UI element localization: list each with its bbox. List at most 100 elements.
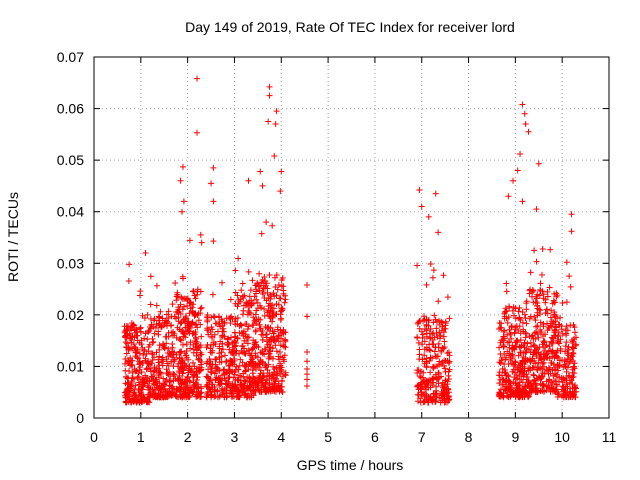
data-point [175, 386, 182, 393]
data-point [416, 373, 423, 380]
data-point [565, 372, 572, 379]
data-point [125, 277, 132, 284]
data-point [126, 389, 133, 396]
data-point [502, 377, 509, 384]
data-point [133, 367, 140, 374]
data-point [278, 377, 285, 384]
data-point [505, 314, 512, 321]
data-point [155, 320, 162, 327]
data-point [431, 312, 438, 319]
data-point [421, 397, 428, 404]
data-point [419, 335, 426, 342]
data-point [419, 341, 426, 348]
data-point [245, 177, 252, 184]
data-point [253, 290, 260, 297]
data-point [138, 341, 145, 348]
data-point [139, 312, 146, 319]
data-point [501, 361, 508, 368]
data-point [259, 374, 266, 381]
data-point [571, 360, 578, 367]
data-point [510, 379, 517, 386]
data-point [153, 282, 160, 289]
data-point [129, 333, 136, 340]
data-point [423, 316, 430, 323]
data-point [445, 372, 452, 379]
data-point [225, 378, 232, 385]
data-point [159, 356, 166, 363]
data-point [304, 281, 311, 288]
data-point [227, 357, 234, 364]
data-point [249, 277, 256, 284]
data-point [128, 339, 135, 346]
data-points [121, 75, 580, 406]
data-point [519, 198, 526, 205]
data-point [247, 287, 254, 294]
data-point [441, 338, 448, 345]
data-point [502, 305, 509, 312]
data-point [150, 338, 157, 345]
data-point [508, 335, 515, 342]
data-point [540, 321, 547, 328]
data-point [207, 361, 214, 368]
data-point [191, 313, 198, 320]
data-point [250, 392, 257, 399]
data-point [220, 367, 227, 374]
data-point [236, 350, 243, 357]
data-point [544, 320, 551, 327]
data-point [179, 341, 186, 348]
data-point [129, 369, 136, 376]
data-point [263, 334, 270, 341]
data-point [261, 295, 268, 302]
data-point [518, 376, 525, 383]
data-point [123, 373, 130, 380]
data-point [520, 341, 527, 348]
data-point [167, 373, 174, 380]
data-point [498, 320, 505, 327]
data-point [256, 270, 263, 277]
data-point [279, 389, 286, 396]
data-point [427, 394, 434, 401]
data-point [128, 324, 135, 331]
data-point [539, 360, 546, 367]
data-point [537, 376, 544, 383]
data-point [135, 386, 142, 393]
data-point [226, 366, 233, 373]
data-point [536, 354, 543, 361]
data-point [526, 315, 533, 322]
data-point [415, 339, 422, 346]
data-point [215, 375, 222, 382]
data-point [207, 368, 214, 375]
data-point [232, 315, 239, 322]
data-point [191, 331, 198, 338]
data-point [197, 231, 204, 238]
data-point [213, 356, 220, 363]
data-point [187, 305, 194, 312]
data-point [251, 293, 258, 300]
data-point [542, 331, 549, 338]
data-point [205, 331, 212, 338]
data-point [553, 386, 560, 393]
data-point [559, 300, 566, 307]
data-point [280, 328, 287, 335]
data-point [226, 346, 233, 353]
data-point [563, 299, 570, 306]
x-tick-label: 9 [511, 429, 519, 445]
data-point [153, 302, 160, 309]
data-point [267, 348, 274, 355]
data-point [227, 389, 234, 396]
data-point [198, 351, 205, 358]
data-point [427, 347, 434, 354]
data-point [264, 309, 271, 316]
data-point [523, 320, 530, 327]
data-point [252, 383, 259, 390]
data-point [175, 376, 182, 383]
data-point [140, 351, 147, 358]
data-point [160, 375, 167, 382]
data-point [203, 360, 210, 367]
data-point [248, 356, 255, 363]
data-point [240, 307, 247, 314]
data-point [552, 388, 559, 395]
data-point [514, 167, 521, 174]
y-axis-title: ROTI / TECUs [5, 192, 21, 282]
data-point [527, 349, 534, 356]
